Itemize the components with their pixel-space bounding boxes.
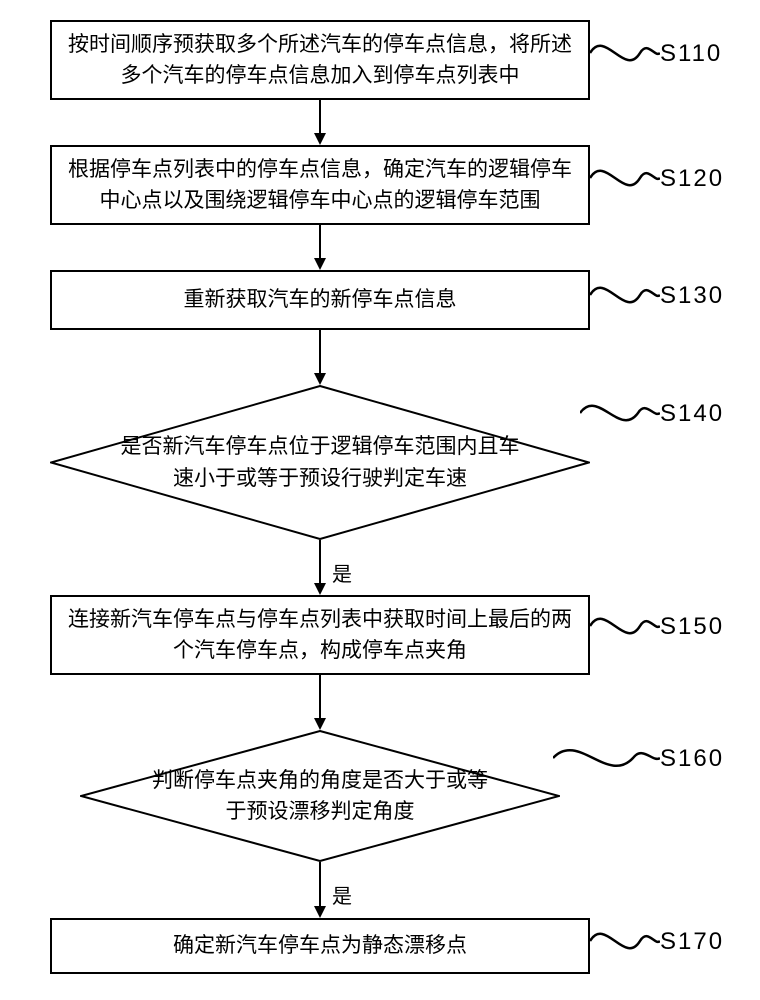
flowchart-container: 按时间顺序预获取多个所述汽车的停车点信息，将所述多个汽车的停车点信息加入到停车点… (0, 0, 760, 1000)
edge-label-yes-1: 是 (332, 558, 352, 587)
step-text: 是否新汽车停车点位于逻辑停车范围内且车速小于或等于预设行驶判定车速 (121, 435, 520, 490)
side-label-s150: S150 (660, 613, 724, 641)
step-s170: 确定新汽车停车点为静态漂移点 (50, 918, 590, 974)
connector-squiggle (553, 733, 660, 783)
connector-squiggle (590, 270, 660, 320)
edge-label-yes-2: 是 (332, 880, 352, 909)
connector-squiggle (590, 601, 660, 651)
side-label-s170: S170 (660, 928, 724, 956)
side-label-s160: S160 (660, 745, 724, 773)
step-s130: 重新获取汽车的新停车点信息 (50, 270, 590, 330)
step-s160: 判断停车点夹角的角度是否大于或等于预设漂移判定角度 (80, 730, 560, 862)
connector-squiggle (590, 153, 660, 203)
connector-squiggle (590, 28, 660, 78)
step-text: 根据停车点列表中的停车点信息，确定汽车的逻辑停车中心点以及围绕逻辑停车中心点的逻… (64, 154, 576, 217)
step-s110: 按时间顺序预获取多个所述汽车的停车点信息，将所述多个汽车的停车点信息加入到停车点… (50, 20, 590, 100)
side-label-s120: S120 (660, 165, 724, 193)
arrow-s150-s160 (314, 675, 326, 730)
arrow-s110-s120 (314, 100, 326, 145)
side-label-s130: S130 (660, 282, 724, 310)
arrow-s120-s130 (314, 225, 326, 270)
connector-squiggle (580, 388, 660, 438)
step-text: 连接新汽车停车点与停车点列表中获取时间上最后的两个汽车停车点，构成停车点夹角 (64, 604, 576, 667)
side-label-s110: S110 (660, 40, 722, 68)
side-label-s140: S140 (660, 400, 724, 428)
step-text: 确定新汽车停车点为静态漂移点 (173, 930, 467, 962)
arrow-s130-s140 (314, 330, 326, 385)
step-s120: 根据停车点列表中的停车点信息，确定汽车的逻辑停车中心点以及围绕逻辑停车中心点的逻… (50, 145, 590, 225)
arrow-s140-s150 (314, 540, 326, 595)
arrow-s160-s170 (314, 862, 326, 918)
step-text: 重新获取汽车的新停车点信息 (184, 284, 457, 316)
step-s150: 连接新汽车停车点与停车点列表中获取时间上最后的两个汽车停车点，构成停车点夹角 (50, 595, 590, 675)
step-text: 判断停车点夹角的角度是否大于或等于预设漂移判定角度 (152, 769, 488, 824)
step-s140: 是否新汽车停车点位于逻辑停车范围内且车速小于或等于预设行驶判定车速 (50, 385, 590, 540)
step-text: 按时间顺序预获取多个所述汽车的停车点信息，将所述多个汽车的停车点信息加入到停车点… (64, 29, 576, 92)
connector-squiggle (590, 916, 660, 966)
